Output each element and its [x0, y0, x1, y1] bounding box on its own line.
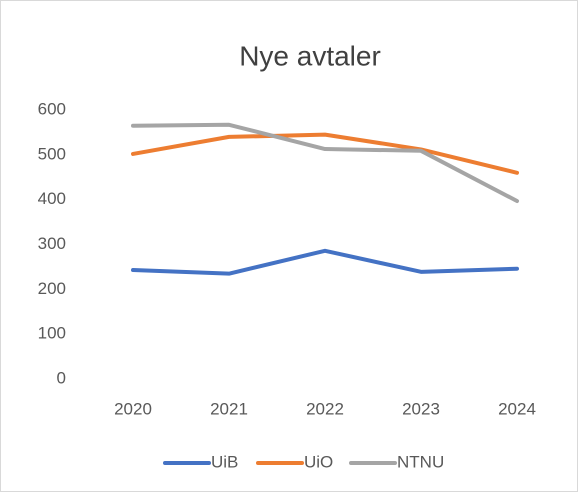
y-tick-label: 200 [38, 279, 66, 298]
y-tick-label: 300 [38, 234, 66, 253]
y-tick-label: 400 [38, 189, 66, 208]
x-tick-label: 2020 [114, 399, 152, 418]
x-tick-label: 2024 [498, 399, 536, 418]
chart-title: Nye avtaler [239, 40, 381, 71]
y-tick-label: 600 [38, 99, 66, 118]
line-series [131, 248, 519, 276]
x-tick-label: 2022 [306, 399, 344, 418]
y-tick-label: 0 [57, 368, 66, 387]
legend-label: UiB [211, 452, 238, 471]
line-series [131, 132, 519, 175]
x-tick-label: 2023 [402, 399, 440, 418]
x-tick-label: 2021 [210, 399, 248, 418]
y-tick-label: 100 [38, 324, 66, 343]
y-tick-label: 500 [38, 144, 66, 163]
legend-label: UiO [304, 452, 333, 471]
line-series [131, 122, 519, 204]
legend-label: NTNU [397, 452, 444, 471]
